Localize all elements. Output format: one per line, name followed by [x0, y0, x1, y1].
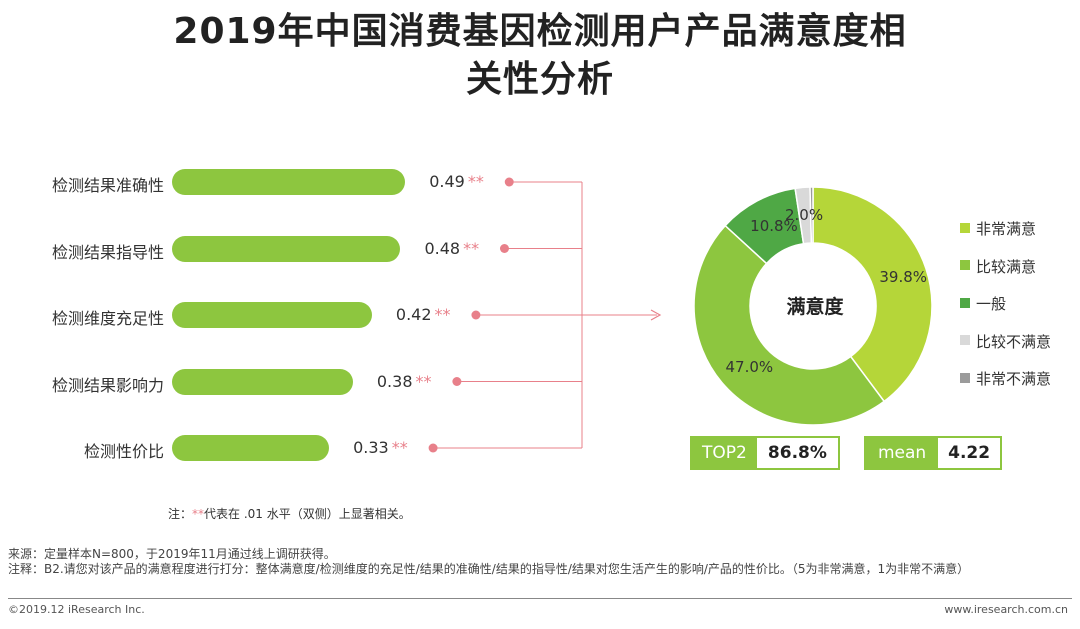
bar-value-label: 0.42 ** — [396, 305, 451, 324]
note-text: 代表在 .01 水平（双侧）上显著相关。 — [204, 507, 411, 521]
connector-dot — [499, 244, 509, 253]
bar-mark — [172, 235, 401, 262]
legend-label: 一般 — [976, 295, 1007, 313]
donut-slice — [809, 186, 814, 244]
connector-dot — [504, 177, 514, 187]
legend-swatch — [960, 372, 970, 383]
mean-value: 4.22 — [938, 438, 1000, 468]
slice-value-label: 2.0% — [785, 206, 824, 225]
bar-value-label: 0.49 ** — [429, 172, 484, 191]
donut-slice — [693, 224, 886, 426]
footer-copyright: ©2019.12 iResearch Inc. — [8, 603, 145, 616]
legend-item: 比较不满意 — [960, 333, 1051, 351]
slice-value-label: 10.8% — [750, 216, 798, 235]
legend-label: 非常满意 — [976, 220, 1037, 238]
legend-item: 非常不满意 — [960, 370, 1051, 388]
legend-swatch — [960, 297, 970, 308]
note-star: ** — [192, 507, 205, 521]
chart-title: 2019年中国消费基因检测用户产品满意度相 关性分析 — [0, 8, 1080, 104]
bar-value-number: 0.33 — [353, 438, 389, 457]
bar-category-label: 检测结果影响力 — [51, 375, 164, 395]
legend-swatch — [960, 335, 970, 345]
mean-stat-box: mean 4.22 — [864, 436, 1002, 470]
bar-value-label: 0.33 ** — [353, 438, 408, 457]
donut-slice — [812, 186, 933, 403]
significance-marker: ** — [463, 238, 480, 258]
slice-value-label: 39.8% — [879, 268, 928, 287]
bar-category-label: 检测维度充足性 — [51, 309, 164, 328]
legend-item: 非常满意 — [960, 220, 1036, 238]
footer-website: www.iresearch.com.cn — [944, 603, 1068, 616]
legend-label: 非常不满意 — [976, 370, 1052, 388]
source-line: 来源：定量样本N=800，于2019年11月通过线上调研获得。 — [8, 547, 336, 561]
significance-marker: ** — [391, 438, 408, 457]
legend-label: 比较不满意 — [976, 332, 1052, 351]
legend-swatch — [960, 260, 970, 270]
annotation-line: 注释：B2.请您对该产品的满意程度进行打分：整体满意度/检测维度的充足性/结果的… — [8, 562, 970, 576]
bar-value-number: 0.38 — [376, 371, 413, 391]
bar-value-number: 0.42 — [395, 305, 432, 324]
top2-key: TOP2 — [692, 438, 757, 468]
bar-mark — [172, 302, 372, 328]
legend-label: 比较满意 — [976, 257, 1037, 276]
arrow-head — [650, 309, 662, 321]
legend-item: 比较满意 — [960, 258, 1036, 276]
bar-value-label: 0.38 ** — [377, 372, 432, 391]
connector-dot — [471, 310, 481, 320]
donut-center-label: 满意度 — [786, 296, 844, 318]
legend-swatch — [960, 222, 970, 233]
bar-value-label: 0.48 ** — [424, 239, 479, 258]
bar-value-number: 0.49 — [429, 172, 465, 191]
footer-divider — [8, 598, 1072, 599]
legend-item: 一般 — [960, 295, 1006, 313]
mean-key: mean — [866, 438, 939, 468]
slice-value-label: 47.0% — [725, 358, 774, 377]
significance-marker: ** — [415, 371, 432, 391]
bar-category-label: 检测结果指导性 — [51, 242, 164, 262]
bar-value-number: 0.48 — [424, 238, 461, 258]
significance-note: 注：**代表在 .01 水平（双侧）上显著相关。 — [168, 505, 411, 522]
significance-marker: ** — [434, 305, 451, 324]
bar-mark — [172, 368, 353, 395]
title-line-2: 关性分析 — [465, 59, 614, 100]
significance-marker: ** — [467, 172, 484, 191]
top2-stat-box: TOP2 86.8% — [690, 436, 840, 470]
bar-category-label: 检测性价比 — [83, 442, 164, 461]
bar-mark — [172, 169, 406, 195]
title-line-1: 2019年中国消费基因检测用户产品满意度相 — [173, 11, 907, 52]
connector-dot — [452, 377, 462, 386]
bar-category-label: 检测结果准确性 — [51, 176, 164, 195]
connector-dot — [428, 443, 438, 453]
bar-mark — [172, 435, 330, 461]
note-prefix: 注： — [168, 507, 193, 521]
top2-value: 86.8% — [756, 438, 838, 468]
